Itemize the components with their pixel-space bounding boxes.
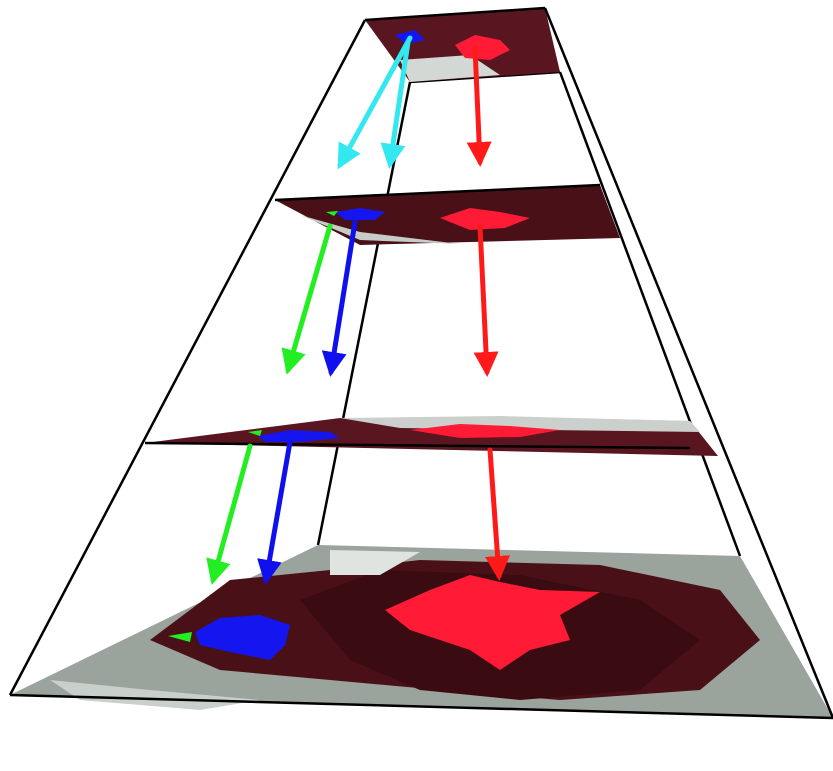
frame-edge: [8, 19, 367, 696]
frame-edge: [316, 81, 412, 546]
arrow: [321, 219, 358, 377]
green-region: [248, 430, 262, 436]
layer-3: [145, 416, 718, 456]
frame-edge: [274, 183, 601, 202]
frame-edge: [9, 693, 833, 720]
red-region: [455, 35, 510, 60]
image-region: [300, 215, 460, 244]
arrow: [485, 447, 511, 581]
frame-edge: [558, 71, 742, 557]
arrow: [206, 443, 253, 585]
blue-region: [258, 430, 340, 442]
layer-top: [365, 8, 560, 82]
green-region: [326, 211, 338, 216]
blue-region: [335, 208, 385, 220]
red-region: [410, 424, 560, 438]
arrow: [466, 45, 492, 167]
green-region: [168, 632, 192, 642]
layer-2: [275, 185, 620, 245]
red-region: [385, 575, 600, 670]
layer-bottom: [10, 545, 833, 718]
blue-region: [195, 615, 290, 660]
arrow: [257, 439, 293, 585]
image-region: [50, 680, 260, 710]
arrows: [206, 35, 511, 585]
frame-edge: [364, 6, 546, 22]
red-region: [440, 208, 530, 230]
frame-edge: [144, 441, 691, 450]
arrow: [380, 39, 411, 169]
arrow: [473, 223, 499, 377]
layer-image: [275, 185, 620, 245]
image-region: [330, 550, 420, 575]
arrow: [337, 35, 413, 170]
arrow: [281, 223, 333, 375]
frame-edge: [543, 7, 833, 719]
